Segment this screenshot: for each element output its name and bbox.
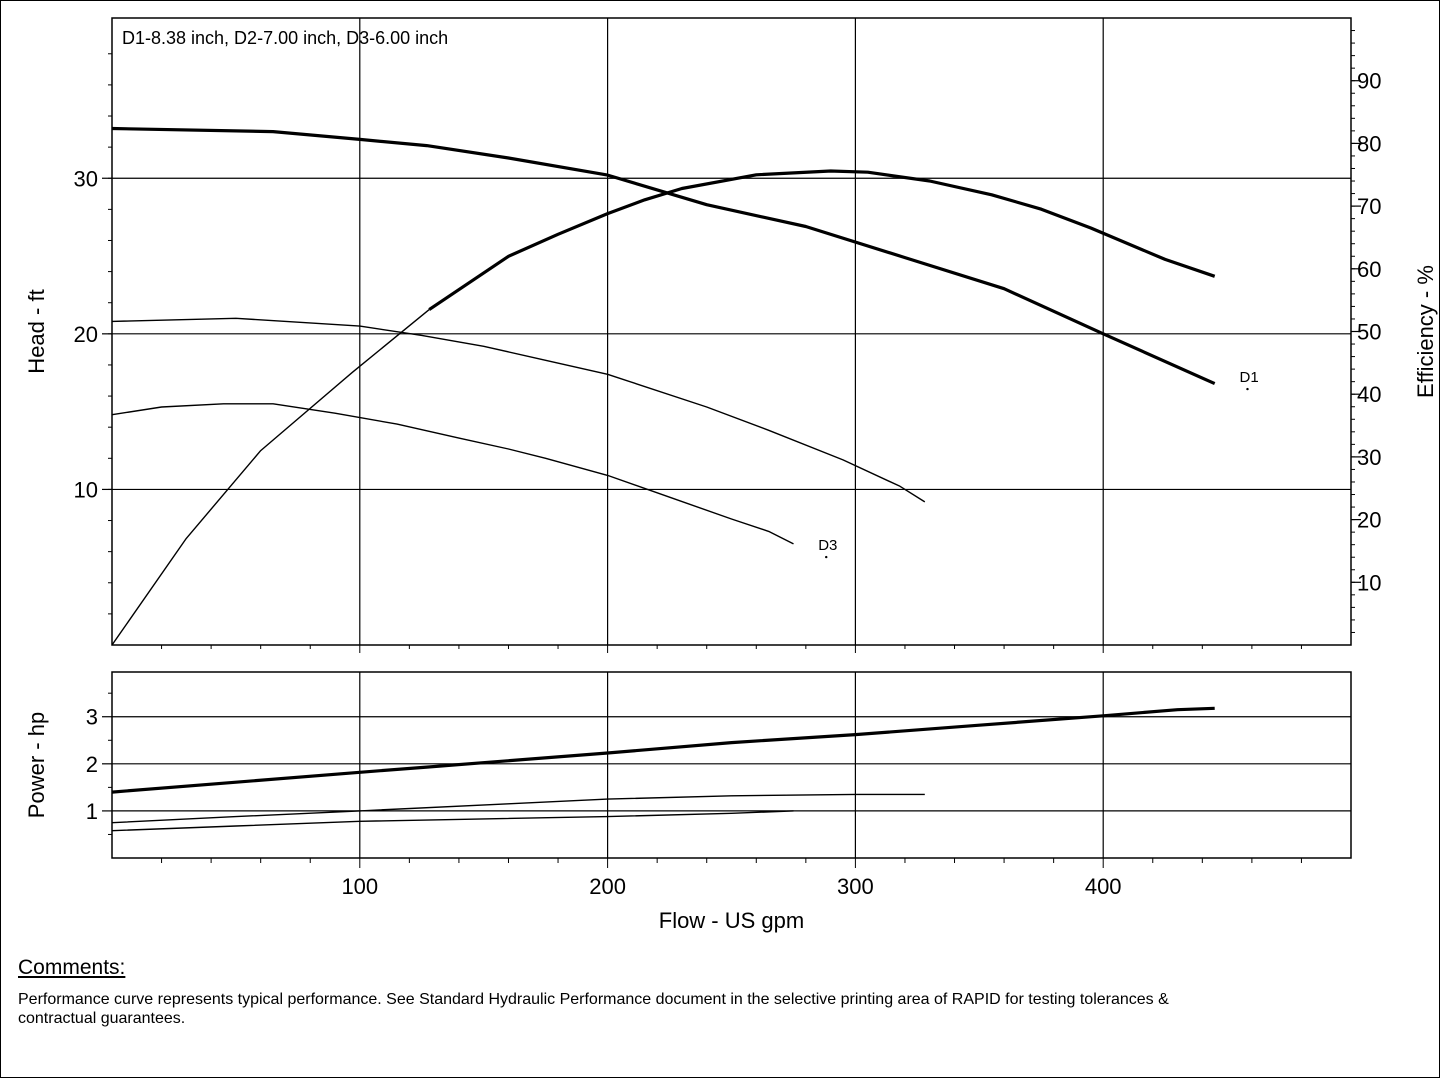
power-axis-title: Power - hp (24, 712, 49, 818)
head-curve-d1 (111, 126, 1216, 386)
head-curve-series-1 (111, 317, 926, 503)
head-tick-label: 20 (74, 322, 98, 347)
curve-label-dot (825, 555, 828, 559)
flow-tick-label: 200 (589, 874, 626, 899)
flow-tick-label: 400 (1085, 874, 1122, 899)
head-tick-label: 10 (74, 477, 98, 502)
head-tick-label: 30 (74, 166, 98, 191)
power-plot-frame (111, 671, 1352, 859)
efficiency-tick-label: 70 (1357, 194, 1381, 219)
comments-text: Performance curve represents typical per… (18, 991, 1169, 1027)
head-plot-frame (111, 17, 1352, 646)
efficiency-tick-label: 20 (1357, 508, 1381, 533)
efficiency-tick-label: 90 (1357, 69, 1381, 94)
efficiency-tick-label: 60 (1357, 257, 1381, 282)
efficiency-tick-label: 30 (1357, 445, 1381, 470)
power-curve-d3 (111, 810, 794, 832)
chart-title: D1-8.38 inch, D2-7.00 inch, D3-6.00 inch (122, 28, 448, 48)
efficiency-tick-label: 50 (1357, 320, 1381, 345)
head-curve-d3 (111, 403, 794, 545)
efficiency-curve-series-3 (111, 309, 430, 646)
flow-tick-label: 100 (341, 874, 378, 899)
efficiency-tick-label: 80 (1357, 131, 1381, 156)
power-tick-label: 1 (86, 799, 98, 824)
curve-label-d3: D3 (818, 537, 837, 554)
power-curve-series-1 (111, 793, 925, 824)
power-curve-d1 (111, 706, 1215, 794)
efficiency-curve-series-4 (428, 169, 1216, 311)
efficiency-tick-label: 40 (1357, 382, 1381, 407)
head-axis-title: Head - ft (24, 289, 49, 373)
comments-heading: Comments: (18, 956, 126, 979)
head-efficiency-plot: 10 20 30 10 20 30 40 50 60 70 80 90 Head - ft Efficie… (24, 17, 1438, 653)
power-tick-label: 2 (86, 752, 98, 777)
flow-axis-title: Flow - US gpm (659, 908, 804, 933)
efficiency-tick-label: 10 (1357, 570, 1381, 595)
power-plot: 1 2 3 100 200 300 400 Power - hp Flow - US gpm (24, 671, 1352, 933)
power-tick-label: 3 (86, 705, 98, 730)
curve-label-d1: D1 (1239, 369, 1258, 386)
curve-label-dot (1246, 387, 1249, 391)
flow-tick-label: 300 (837, 874, 874, 899)
efficiency-axis-title: Efficiency - % (1413, 265, 1438, 398)
